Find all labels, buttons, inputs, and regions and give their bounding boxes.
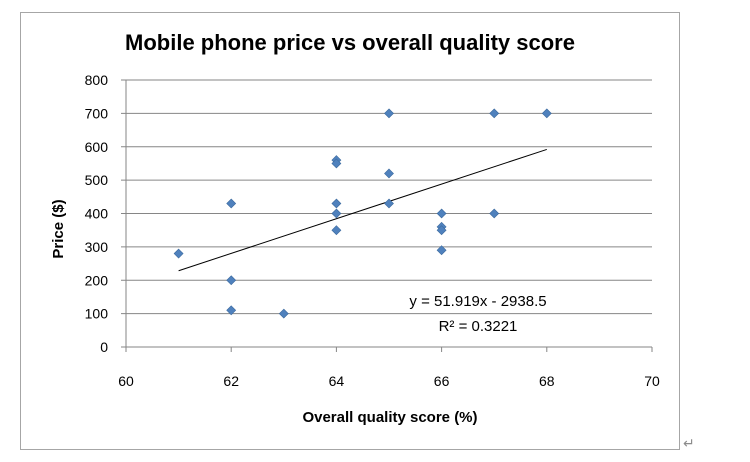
data-point [384, 168, 394, 179]
x-tick-label: 64 [329, 373, 345, 389]
return-mark: ↵ [683, 436, 695, 452]
data-point [436, 225, 447, 236]
x-tick-label: 70 [644, 373, 660, 389]
trendline-equation: y = 51.919x - 2938.5 [409, 293, 546, 310]
x-tick-label: 66 [434, 373, 450, 389]
data-point [331, 208, 342, 219]
data-point [173, 248, 184, 259]
data-point [226, 198, 237, 209]
y-tick-label: 800 [85, 72, 109, 88]
data-point [541, 108, 552, 119]
y-tick-label: 600 [85, 139, 109, 155]
data-point [384, 108, 394, 119]
data-point [278, 308, 289, 319]
data-point [331, 225, 342, 236]
data-point [226, 305, 237, 316]
y-tick-label: 0 [100, 339, 108, 355]
y-tick-label: 200 [85, 272, 109, 288]
y-tick-label: 300 [85, 239, 109, 255]
data-point [436, 208, 447, 219]
tick-labels: 0 100 200 300 400 500 600 700 800 60 62 64 66 68 70 [85, 72, 660, 389]
chart-title: Mobile phone price vs overall quality sc… [125, 30, 575, 55]
y-tick-label: 100 [85, 306, 109, 322]
data-points [173, 108, 552, 319]
chart-frame [20, 12, 680, 450]
y-tick-label: 500 [85, 172, 109, 188]
trendline-group [178, 148, 547, 272]
y-tick-label: 700 [85, 105, 109, 121]
data-point [436, 245, 447, 256]
data-point [226, 275, 237, 286]
y-axis-title: Price ($) [50, 199, 67, 258]
data-point [331, 198, 342, 209]
y-tick-label: 400 [85, 206, 109, 222]
data-point [384, 198, 394, 209]
x-tick-label: 68 [539, 373, 555, 389]
data-point [489, 208, 500, 219]
x-tick-label: 60 [118, 373, 134, 389]
axes [121, 79, 653, 352]
data-point [331, 158, 342, 169]
x-tick-label: 62 [223, 373, 239, 389]
data-point [489, 108, 500, 119]
x-axis-title: Overall quality score (%) [302, 409, 477, 426]
trendline [178, 148, 547, 272]
r-squared-label: R² = 0.3221 [439, 318, 518, 335]
